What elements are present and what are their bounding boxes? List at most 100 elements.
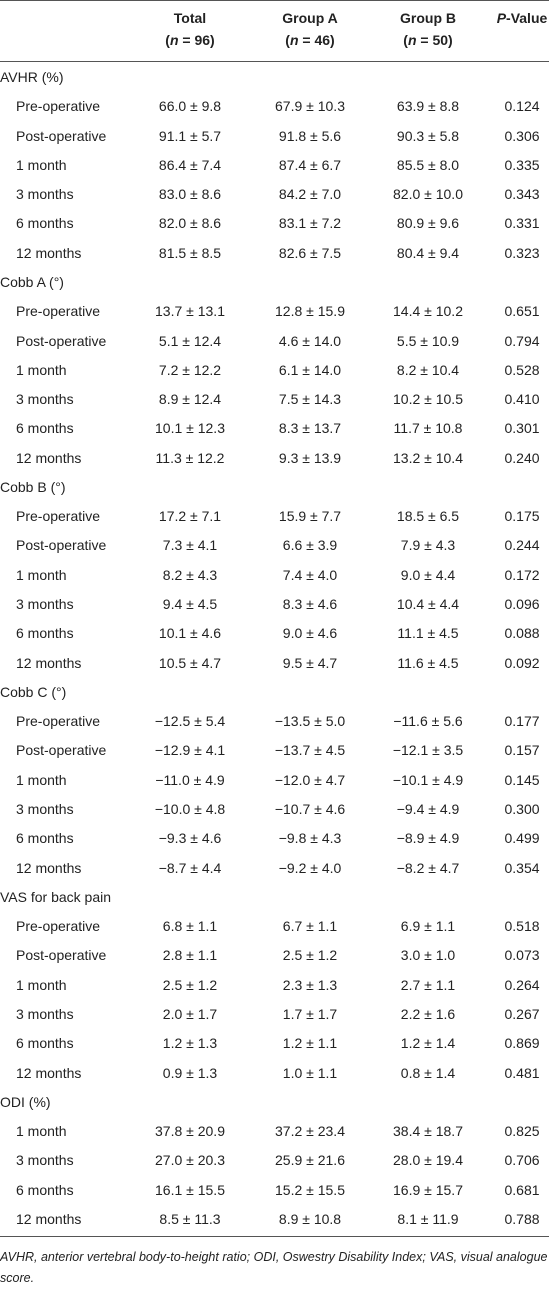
cell: 0.8 ± 1.4	[400, 1064, 456, 1081]
cell: 0.172	[504, 566, 540, 583]
cell: 0.157	[504, 742, 540, 759]
cell: −10.1 ± 4.9	[392, 771, 464, 788]
cell: 2.5 ± 1.2	[162, 976, 218, 993]
cell: 6.8 ± 1.1	[162, 918, 218, 935]
cell: 0.124	[504, 98, 540, 115]
section-title: VAS for back pain	[0, 888, 112, 905]
cell: 0.306	[504, 127, 540, 144]
cell: 15.2 ± 15.5	[275, 1181, 345, 1198]
cell: 82.0 ± 8.6	[158, 215, 222, 232]
cell: 27.0 ± 20.3	[155, 1152, 225, 1169]
cell: 6.7 ± 1.1	[282, 918, 338, 935]
cell: 0.681	[504, 1181, 540, 1198]
cell: 1.0 ± 1.1	[282, 1064, 338, 1081]
cell: 6.1 ± 14.0	[278, 361, 342, 378]
cell: 0.528	[504, 361, 540, 378]
cell: 38.4 ± 18.7	[393, 1123, 463, 1140]
column-subheader: (n = 96)	[165, 31, 214, 49]
cell: 0.706	[504, 1152, 540, 1169]
cell: 6.6 ± 3.9	[282, 537, 338, 554]
row-label: Post-operative	[16, 332, 107, 349]
row-label: Pre-operative	[16, 508, 101, 525]
cell: 11.7 ± 10.8	[393, 420, 463, 437]
subheader-part: = 50)	[416, 32, 453, 48]
cell: 9.0 ± 4.4	[400, 566, 456, 583]
row-label: Pre-operative	[16, 98, 101, 115]
cell: 0.410	[504, 391, 540, 408]
cell: −9.8 ± 4.3	[278, 830, 342, 847]
column-header: Group A	[282, 9, 337, 27]
cell: −8.9 ± 4.9	[396, 830, 460, 847]
row-label: 6 months	[16, 420, 74, 437]
cell: 7.4 ± 4.0	[282, 566, 338, 583]
section-title: Cobb A (°)	[0, 273, 64, 290]
cell: 28.0 ± 19.4	[393, 1152, 463, 1169]
cell: 5.1 ± 12.4	[158, 332, 222, 349]
cell: 2.2 ± 1.6	[400, 1005, 456, 1022]
row-label: 1 month	[16, 566, 67, 583]
cell: 1.2 ± 1.3	[162, 1035, 218, 1052]
cell: 2.8 ± 1.1	[162, 947, 218, 964]
row-label: 12 months	[16, 244, 82, 261]
cell: −8.7 ± 4.4	[158, 859, 222, 876]
cell: 13.7 ± 13.1	[155, 303, 225, 320]
subheader-part: (	[285, 32, 290, 48]
cell: 8.3 ± 4.6	[282, 596, 338, 613]
row-label: 3 months	[16, 1152, 74, 1169]
cell: 10.5 ± 4.7	[158, 654, 222, 671]
cell: 0.092	[504, 654, 540, 671]
cell: 0.794	[504, 332, 540, 349]
cell: 82.6 ± 7.5	[278, 244, 342, 261]
cell: 8.1 ± 11.9	[397, 1210, 459, 1227]
cell: 12.8 ± 15.9	[275, 303, 345, 320]
subheader-part: n	[289, 32, 299, 48]
cell: 11.3 ± 12.2	[155, 449, 225, 466]
section-title: AVHR (%)	[0, 69, 64, 85]
subheader-part: n	[169, 32, 179, 48]
cell: 8.2 ± 10.4	[396, 361, 460, 378]
cell: 0.267	[504, 1005, 540, 1022]
cell: 83.0 ± 8.6	[158, 186, 222, 203]
row-label: Pre-operative	[16, 918, 101, 935]
cell: 1.2 ± 1.1	[282, 1035, 338, 1052]
cell: 9.4 ± 4.5	[162, 596, 218, 613]
cell: 0.651	[504, 303, 540, 320]
cell: 9.0 ± 4.6	[282, 625, 338, 642]
row-label: 1 month	[16, 976, 67, 993]
cell: 0.244	[504, 537, 540, 554]
cell: 9.3 ± 13.9	[278, 449, 342, 466]
cell: 81.5 ± 8.5	[158, 244, 222, 261]
cell: −9.3 ± 4.6	[158, 830, 222, 847]
cell: 63.9 ± 8.8	[396, 98, 460, 115]
row-label: 6 months	[16, 1035, 74, 1052]
header-text: Group B	[400, 10, 456, 26]
subheader-part: n	[407, 32, 417, 48]
cell: −12.0 ± 4.7	[274, 771, 346, 788]
cell: 37.8 ± 20.9	[155, 1123, 225, 1140]
cell: 84.2 ± 7.0	[278, 186, 342, 203]
cell: 0.300	[504, 801, 540, 817]
cell: 1.2 ± 1.4	[400, 1035, 456, 1052]
cell: 7.5 ± 14.3	[278, 391, 342, 408]
subheader-part: = 46)	[298, 32, 335, 48]
cell: 0.354	[504, 859, 540, 876]
cell: 2.3 ± 1.3	[282, 976, 338, 993]
cell: 4.6 ± 14.0	[278, 332, 342, 349]
cell: 85.5 ± 8.0	[396, 156, 460, 173]
cell: 86.4 ± 7.4	[158, 156, 222, 173]
cell: 8.2 ± 4.3	[162, 566, 218, 583]
cell: 10.4 ± 4.4	[396, 596, 460, 613]
row-label: 3 months	[16, 801, 74, 817]
cell: 10.2 ± 10.5	[393, 391, 463, 408]
cell: 16.9 ± 15.7	[393, 1181, 463, 1198]
cell: −10.7 ± 4.6	[274, 801, 346, 817]
row-label: 6 months	[16, 1181, 74, 1198]
row-label: 3 months	[16, 391, 74, 408]
cell: −12.1 ± 3.5	[392, 742, 464, 759]
cell: 0.175	[504, 508, 540, 525]
row-label: 12 months	[16, 1210, 82, 1227]
section-title: Cobb B (°)	[0, 478, 66, 495]
section-title: ODI (%)	[0, 1093, 51, 1110]
cell: 2.0 ± 1.7	[162, 1005, 218, 1022]
